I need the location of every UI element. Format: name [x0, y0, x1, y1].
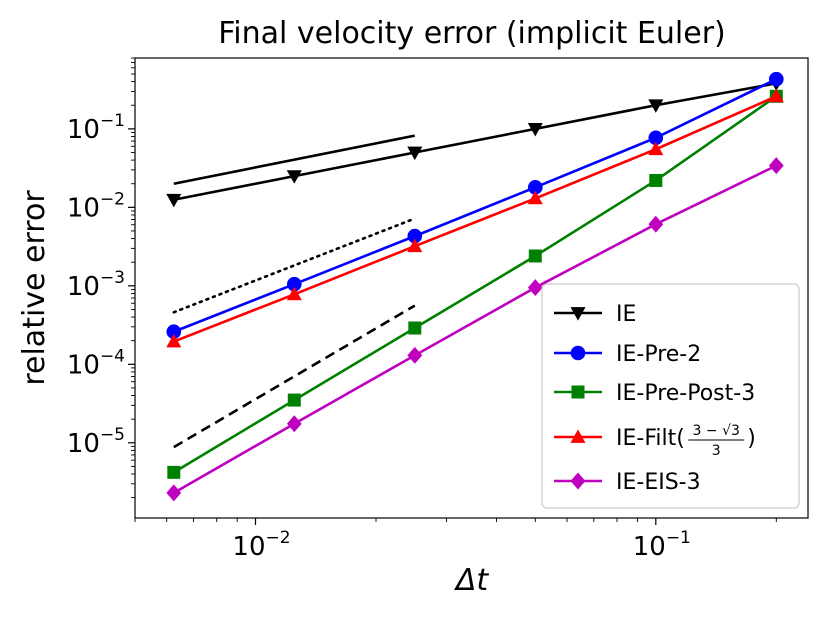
legend-box — [541, 283, 800, 509]
legend-item: IE-Pre-2 — [554, 342, 701, 367]
data-point-triangle-down — [570, 307, 586, 321]
series-line — [173, 77, 777, 333]
series-line — [173, 95, 778, 474]
reference-line-dotted — [172, 217, 417, 314]
y-tick-label: 10−1 — [67, 111, 125, 145]
legend-label: IE-Pre-Post-3 — [616, 381, 755, 406]
series-ie-eis-3 — [166, 157, 784, 502]
x-tick-label: 10−2 — [232, 528, 290, 562]
data-point-diamond — [407, 346, 423, 364]
data-point-circle — [570, 345, 586, 361]
data-point-square — [167, 465, 181, 479]
y-axis-label: relative error — [17, 190, 52, 386]
y-tick-label: 10−5 — [67, 425, 125, 459]
data-point-square — [528, 249, 542, 263]
data-point-square — [408, 321, 422, 335]
legend-label: IE — [616, 302, 636, 327]
data-point-diamond — [286, 415, 302, 433]
data-point-triangle-down — [648, 99, 664, 113]
legend-label: IE-Filt — [616, 426, 677, 451]
legend-item: IE — [554, 302, 636, 327]
legend-label: IE-Pre-2 — [616, 342, 701, 367]
legend-item: IE-Pre-Post-3 — [554, 381, 755, 406]
data-point-triangle-up — [166, 333, 182, 348]
y-tick-label: 10−3 — [67, 268, 125, 302]
data-point-diamond — [166, 484, 182, 502]
series-ie — [166, 77, 784, 208]
series-ie-pre-2 — [166, 71, 784, 340]
x-axis-label: Δt — [454, 563, 490, 598]
data-point-triangle-up — [527, 190, 543, 205]
data-point-triangle-down — [407, 146, 423, 161]
data-point-square — [649, 173, 663, 187]
data-point-square — [571, 385, 585, 399]
legend-item: IE-Filt(3 − √3 3) — [554, 423, 756, 459]
legend-paren-close: ) — [747, 426, 756, 451]
legend-paren-open: ( — [676, 426, 685, 451]
legend-item: IE-EIS-3 — [554, 470, 701, 495]
series-line — [173, 95, 777, 343]
series-line — [173, 82, 777, 202]
x-tick-label: 10−1 — [633, 528, 691, 562]
legend-label: IE-EIS-3 — [616, 470, 701, 495]
data-point-triangle-down — [527, 122, 543, 137]
chart-title: Final velocity error (implicit Euler) — [218, 16, 726, 51]
series-line — [173, 164, 777, 494]
data-point-circle — [769, 71, 784, 87]
data-point-diamond — [648, 215, 664, 233]
data-point-triangle-up — [570, 429, 586, 443]
y-tick-label: 10−2 — [67, 189, 125, 223]
data-point-triangle-up — [407, 238, 423, 253]
data-point-triangle-up — [768, 88, 784, 103]
legend-frac-den: 3 — [712, 443, 721, 459]
data-point-diamond — [570, 472, 586, 490]
series-ie-filt — [166, 88, 784, 348]
reference-line-dashed — [173, 304, 416, 449]
plot-area — [134, 57, 809, 519]
y-tick-label: 10−4 — [67, 346, 125, 380]
reference-line-solid — [173, 134, 416, 185]
reference-lines — [172, 134, 417, 449]
data-point-triangle-down — [166, 193, 182, 208]
data-point-triangle-up — [648, 141, 664, 156]
data-point-square — [287, 393, 301, 407]
y-axis: 10−1 10−2 10−3 10−4 10−5 — [67, 57, 135, 499]
legend-frac-num: 3 − √3 — [693, 423, 740, 439]
data-point-diamond — [768, 157, 784, 175]
series-group — [166, 71, 784, 502]
data-point-triangle-down — [286, 170, 302, 184]
data-point-diamond — [527, 279, 543, 297]
data-point-triangle-up — [286, 286, 302, 301]
x-axis: 10−2 10−1 — [134, 518, 777, 562]
